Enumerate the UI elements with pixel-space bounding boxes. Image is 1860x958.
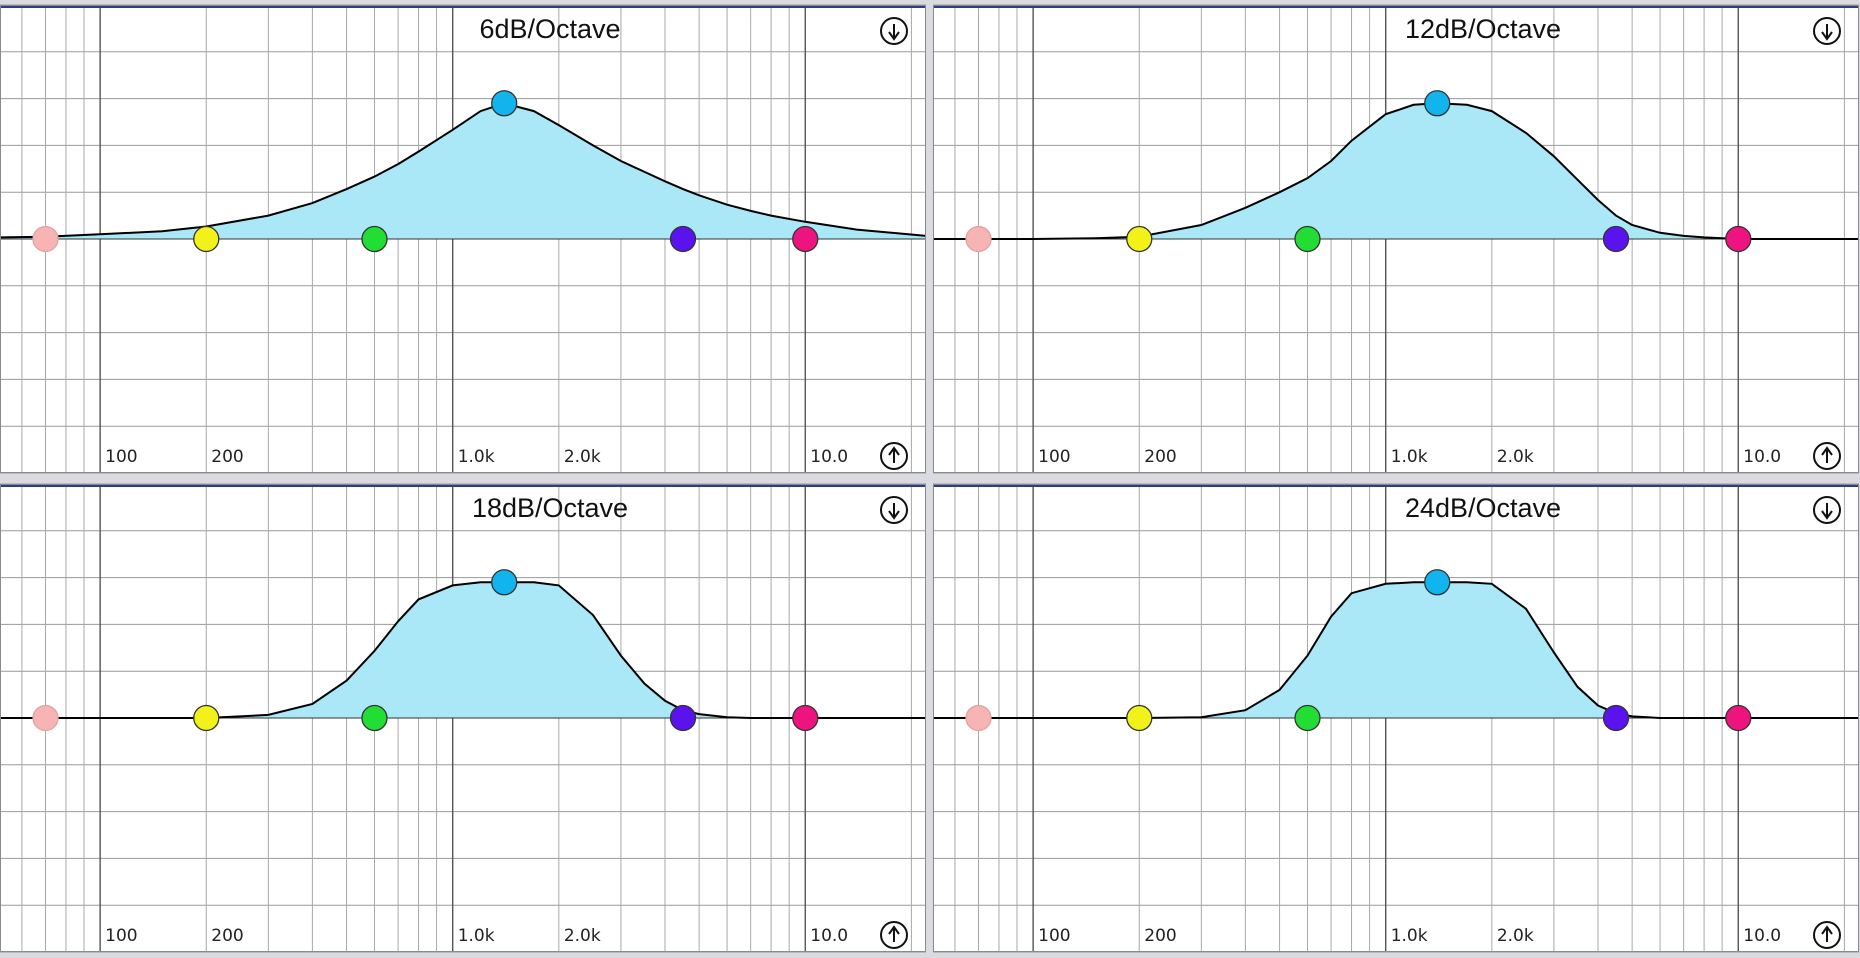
band-handle[interactable] [965, 704, 992, 732]
x-tick-label: 10.0 [1743, 926, 1781, 946]
button-arrow-head [1821, 510, 1833, 520]
band-handle[interactable] [1424, 90, 1451, 117]
curve-area [933, 582, 1859, 718]
band-handle[interactable] [792, 704, 819, 732]
band-handle[interactable] [669, 704, 697, 732]
scroll-down-button[interactable] [1813, 921, 1841, 949]
panel-frame [933, 484, 1859, 952]
button-arrow-head [888, 31, 900, 41]
band-handle[interactable] [669, 225, 697, 253]
panel-title: 18dB/Octave [472, 493, 628, 523]
band-handle[interactable] [361, 704, 388, 732]
scroll-up-button[interactable] [1813, 17, 1841, 45]
scroll-up-button[interactable] [880, 17, 908, 45]
band-handle[interactable] [1602, 704, 1630, 732]
button-arrow-head [888, 510, 900, 520]
x-tick-label: 100 [105, 447, 137, 467]
eq-panel: 100 200 1.0k 2.0k 10.0 18dB/Octave [0, 483, 926, 953]
panel-top-border [0, 5, 926, 8]
curve-area [0, 103, 926, 239]
eq-panel: 100 200 1.0k 2.0k 10.0 6dB/Octave [0, 4, 927, 474]
eq-curve [933, 581, 1859, 719]
x-tick-label: 2.0k [564, 447, 601, 467]
scroll-down-button[interactable] [880, 921, 908, 949]
x-tick-label: 200 [1144, 926, 1176, 946]
band-handle[interactable] [32, 225, 59, 253]
panel-frame [0, 484, 926, 952]
x-tick-label: 100 [1038, 926, 1070, 946]
band-handle[interactable] [1725, 225, 1752, 253]
x-tick-label: 1.0k [1391, 447, 1428, 467]
panel-frame [0, 5, 926, 473]
button-arrow-head [1821, 31, 1833, 41]
panel-top-border [933, 5, 1859, 8]
panel-title: 24dB/Octave [1405, 493, 1561, 523]
button-arrow-head [888, 925, 900, 935]
band-handle[interactable] [1294, 704, 1321, 732]
band-handle[interactable] [792, 225, 819, 253]
panel-frame [933, 5, 1859, 473]
x-tick-label: 100 [1038, 447, 1070, 467]
button-arrow-head [888, 446, 900, 456]
band-handle[interactable] [193, 704, 220, 732]
x-tick-label: 200 [211, 926, 243, 946]
x-tick-label: 2.0k [564, 926, 601, 946]
band-handle[interactable] [491, 569, 518, 596]
scroll-up-button[interactable] [880, 496, 908, 524]
x-tick-label: 1.0k [458, 447, 495, 467]
panel-title: 12dB/Octave [1405, 14, 1561, 44]
band-handle[interactable] [361, 225, 388, 253]
x-tick-label: 1.0k [458, 926, 495, 946]
band-handle[interactable] [1294, 225, 1321, 253]
curve-area [933, 103, 1859, 239]
band-handle[interactable] [193, 225, 220, 253]
panel-top-border [933, 484, 1859, 487]
x-tick-label: 1.0k [1391, 926, 1428, 946]
eq-curve [0, 102, 927, 239]
x-tick-label: 10.0 [810, 447, 848, 467]
x-tick-label: 200 [1144, 447, 1176, 467]
x-tick-label: 200 [211, 447, 243, 467]
eq-panel: 100 200 1.0k 2.0k 10.0 24dB/Octave [933, 483, 1859, 953]
x-tick-label: 10.0 [810, 926, 848, 946]
x-tick-label: 2.0k [1497, 926, 1534, 946]
x-tick-label: 2.0k [1497, 447, 1534, 467]
band-handle[interactable] [491, 90, 518, 117]
scroll-down-button[interactable] [1813, 442, 1841, 470]
button-arrow-head [1821, 446, 1833, 456]
band-handle[interactable] [1126, 704, 1153, 732]
panel-top-border [0, 484, 926, 487]
button-arrow-head [1821, 925, 1833, 935]
band-handle[interactable] [1725, 704, 1752, 732]
eq-curve [0, 581, 926, 719]
band-handle[interactable] [1126, 225, 1153, 253]
panel-title: 6dB/Octave [480, 14, 621, 44]
band-handle[interactable] [32, 704, 59, 732]
curve-area [0, 582, 926, 718]
scroll-up-button[interactable] [1813, 496, 1841, 524]
band-handle[interactable] [1602, 225, 1630, 253]
scroll-down-button[interactable] [880, 442, 908, 470]
eq-curve [933, 102, 1859, 240]
x-tick-label: 10.0 [1743, 447, 1781, 467]
eq-panel: 100 200 1.0k 2.0k 10.0 12dB/Octave [933, 4, 1859, 474]
band-handle[interactable] [965, 225, 992, 253]
x-tick-label: 100 [105, 926, 137, 946]
band-handle[interactable] [1424, 569, 1451, 596]
